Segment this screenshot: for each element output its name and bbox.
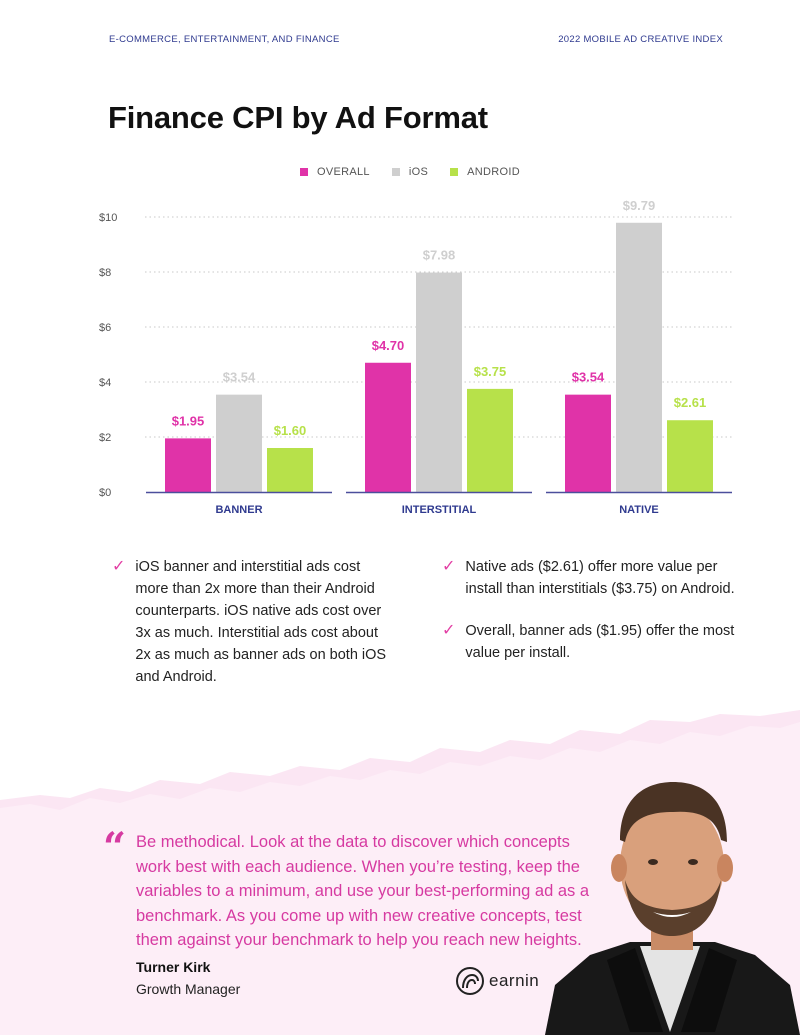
insights-left: ✓ iOS banner and interstitial ads cost m… [112,556,392,708]
bar-overall [565,394,611,492]
earnin-logo: earnin [455,966,539,996]
y-tick-label: $6 [99,322,111,334]
legend-item-overall: OVERALL [300,166,370,178]
insight-item: ✓ Overall, banner ads ($1.95) offer the … [442,620,742,664]
data-label: $1.60 [274,423,307,438]
check-icon: ✓ [442,558,456,575]
bar-ios [216,394,262,492]
data-label: $2.61 [674,395,707,410]
legend-swatch-ios [391,168,400,176]
chart-legend: OVERALL iOS ANDROID [300,166,520,178]
insight-text: Overall, banner ads ($1.95) offer the mo… [465,623,735,661]
legend-item-ios: iOS [391,166,429,178]
y-tick-label: $2 [99,432,111,444]
y-tick-label: $10 [99,212,117,224]
legend-item-android: ANDROID [450,166,520,178]
x-category-label: NATIVE [619,504,659,516]
testimonial-author: Turner Kirk Growth Manager [136,956,240,1000]
header-report-name: 2022 MOBILE AD CREATIVE INDEX [558,34,723,45]
data-label: $3.75 [474,364,507,379]
insights-right: ✓ Native ads ($2.61) offer more value pe… [442,556,742,684]
legend-label-overall: OVERALL [317,166,370,178]
bar-overall [365,362,411,492]
earnin-logo-icon [456,967,484,995]
insight-text: iOS banner and interstitial ads cost mor… [135,559,387,685]
data-label: $3.54 [223,370,256,385]
insight-text: Native ads ($2.61) offer more value per … [465,559,735,597]
x-category-label: INTERSTITIAL [402,504,477,516]
header-category: E-COMMERCE, ENTERTAINMENT, AND FINANCE [109,34,340,45]
y-tick-label: $0 [99,487,111,499]
y-tick-label: $4 [99,377,111,389]
data-label: $3.54 [572,370,605,385]
bar-overall [165,438,211,492]
x-category-label: BANNER [215,504,262,516]
earnin-logo-text: earnin [489,971,540,990]
bar-ios [416,272,462,492]
data-label: $1.95 [172,413,205,428]
bar-android [267,448,313,492]
bar-android [667,420,713,492]
insight-item: ✓ iOS banner and interstitial ads cost m… [112,556,392,688]
insight-item: ✓ Native ads ($2.61) offer more value pe… [442,556,742,600]
author-name: Turner Kirk [136,959,211,975]
testimonial-quote: Be methodical. Look at the data to disco… [136,833,590,949]
data-label: $9.79 [623,198,656,213]
person-photo [545,782,800,1035]
bar-android [467,388,513,492]
quote-mark-icon: “ [103,824,127,871]
legend-swatch-android [450,168,459,176]
bar-ios [616,222,662,492]
legend-swatch-overall [300,168,308,176]
page-title: Finance CPI by Ad Format [108,100,488,135]
cpi-bar-chart: $0 $2 $4 $6 $8 $10 $1.95 $3.54 $1.60 BANNER $4.70 $… [99,198,732,516]
legend-label-android: ANDROID [467,166,520,178]
author-role: Growth Manager [136,981,241,997]
data-label: $7.98 [423,248,456,263]
check-icon: ✓ [442,622,456,639]
check-icon: ✓ [112,558,126,575]
legend-label-ios: iOS [408,166,429,178]
data-label: $4.70 [372,338,405,353]
y-tick-label: $8 [99,267,111,279]
